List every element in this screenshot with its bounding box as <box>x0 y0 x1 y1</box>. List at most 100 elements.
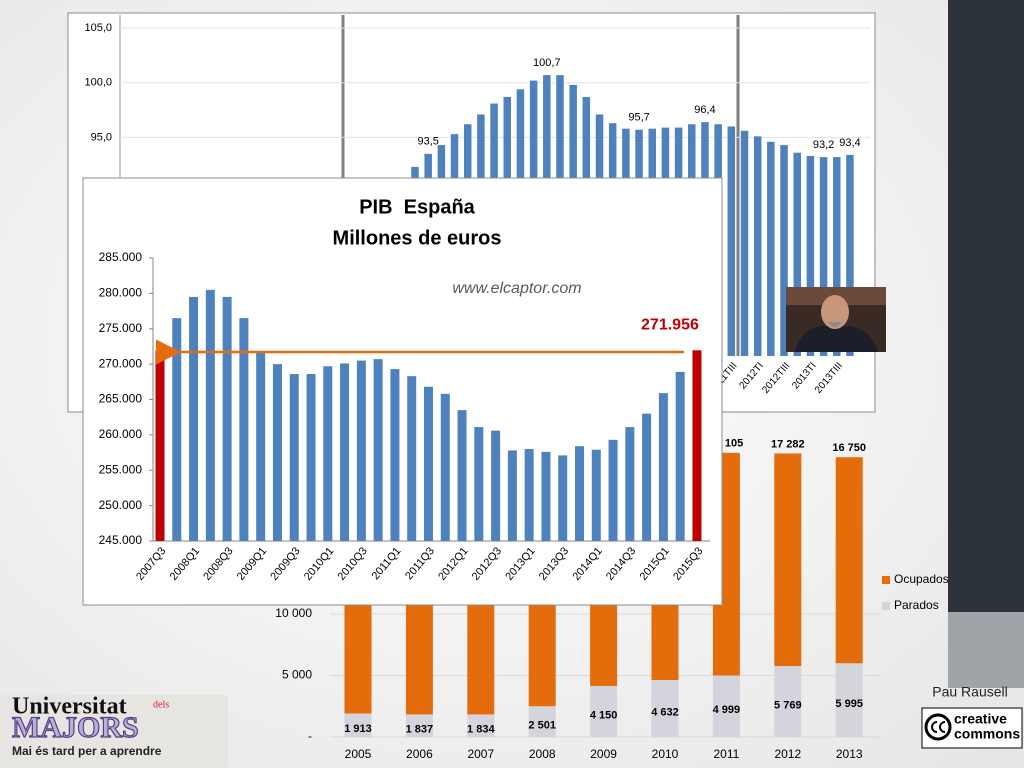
bar <box>819 157 828 356</box>
data-label: 271.956 <box>641 317 699 334</box>
photo-suit <box>795 326 878 352</box>
author: Pau Rausell <box>932 684 1008 700</box>
bar <box>780 145 788 356</box>
data-label: 2 501 <box>528 720 556 732</box>
y-tick-label: 245.000 <box>99 533 143 547</box>
data-label: 93,4 <box>839 137 860 149</box>
data-label: 96,4 <box>694 104 715 116</box>
data-label: 17 282 <box>771 438 805 450</box>
x-tick-label: 2009 <box>590 747 617 761</box>
bar <box>541 451 551 541</box>
photo-face <box>821 295 849 329</box>
bar <box>491 430 501 541</box>
license-icon-c <box>939 721 946 733</box>
data-label: 95,7 <box>628 112 649 124</box>
bar <box>767 141 775 356</box>
y-tick-label: 270.000 <box>99 356 143 370</box>
data-label: 4 150 <box>590 709 618 721</box>
y-tick-label: 5 000 <box>282 668 312 682</box>
bar <box>833 157 841 356</box>
logo-box <box>0 695 228 768</box>
x-tick-label: 2010 <box>652 747 679 761</box>
bar <box>575 446 584 541</box>
bar-segment <box>590 685 618 737</box>
y-tick-label: - <box>308 729 312 743</box>
data-label: 16 750 <box>832 442 866 454</box>
x-tick-label: 2012 <box>774 747 801 761</box>
bar <box>846 154 854 356</box>
y-tick-label: 10 000 <box>275 606 312 620</box>
y-tick-label: 280.000 <box>99 286 143 300</box>
bar <box>625 427 635 541</box>
bar <box>474 427 484 541</box>
bar <box>793 152 801 356</box>
gdp-chart: PIB España Millones de euros www.elcapto… <box>82 177 723 606</box>
bar <box>222 296 232 541</box>
y-tick-label: 100,0 <box>84 77 112 89</box>
bar-segment <box>344 713 372 737</box>
bar <box>727 126 736 356</box>
logo-dels: dels <box>153 699 169 710</box>
bar <box>591 449 601 541</box>
legend-label: Parados <box>894 598 939 612</box>
data-label: 93,5 <box>417 136 438 148</box>
y-tick-label: 105,0 <box>84 22 112 34</box>
bar <box>239 318 249 541</box>
bar-segment <box>651 680 679 737</box>
bar-segment <box>467 714 495 737</box>
y-tick-label: 250.000 <box>99 498 143 512</box>
data-label: 100,7 <box>533 57 561 69</box>
bar <box>675 371 685 541</box>
data-label: 4 999 <box>713 704 741 716</box>
legend-label: Ocupados <box>894 572 949 586</box>
bar <box>457 410 467 541</box>
data-label: 93,2 <box>813 139 834 151</box>
data-label: 5 769 <box>774 699 802 711</box>
photo <box>786 287 886 352</box>
annotation: www.elcaptor.com <box>452 280 581 297</box>
x-tick-label: 2005 <box>345 747 372 761</box>
sidebar-lower <box>948 612 1024 688</box>
y-tick-label: 265.000 <box>99 392 143 406</box>
bar <box>323 366 333 541</box>
bar-segment <box>528 706 556 737</box>
bar <box>306 374 316 541</box>
bar <box>373 359 383 541</box>
data-label: 5 995 <box>835 698 863 710</box>
photo-beard <box>828 322 842 327</box>
bar-segment <box>835 663 863 737</box>
data-label: 1 837 <box>406 724 434 736</box>
footer: Universitat dels MAJORS Mai és tard per … <box>0 684 1023 768</box>
data-label: 4 632 <box>651 706 679 718</box>
bar-segment <box>774 453 802 667</box>
y-tick-label: 260.000 <box>99 427 143 441</box>
x-tick-label: 2007 <box>467 747 494 761</box>
bar <box>642 413 652 541</box>
bar <box>289 374 299 541</box>
chart-subtitle: Millones de euros <box>333 227 502 249</box>
license-text: creative <box>954 711 1007 727</box>
bar <box>440 393 450 541</box>
bar <box>658 393 668 541</box>
bar <box>407 376 417 541</box>
bar <box>272 364 282 541</box>
bar <box>340 363 350 541</box>
x-tick-label: 2011 <box>713 747 739 761</box>
data-label: 1 913 <box>344 723 372 735</box>
license-icon-c <box>931 721 938 733</box>
bar <box>205 289 215 541</box>
y-tick-label: 95,0 <box>91 131 112 143</box>
bar <box>524 449 534 541</box>
y-tick-label: 255.000 <box>99 462 143 476</box>
logo-majors: MAJORS <box>12 711 139 744</box>
logo-name: Universitat <box>12 694 127 720</box>
bar <box>172 318 182 541</box>
bar <box>256 352 266 541</box>
y-tick-label: 275.000 <box>99 321 143 335</box>
bar <box>507 450 517 541</box>
logo-tagline: Mai és tard per a aprendre <box>12 744 162 758</box>
bar <box>806 155 815 356</box>
y-tick-label: 285.000 <box>99 250 143 264</box>
bar <box>356 360 366 541</box>
